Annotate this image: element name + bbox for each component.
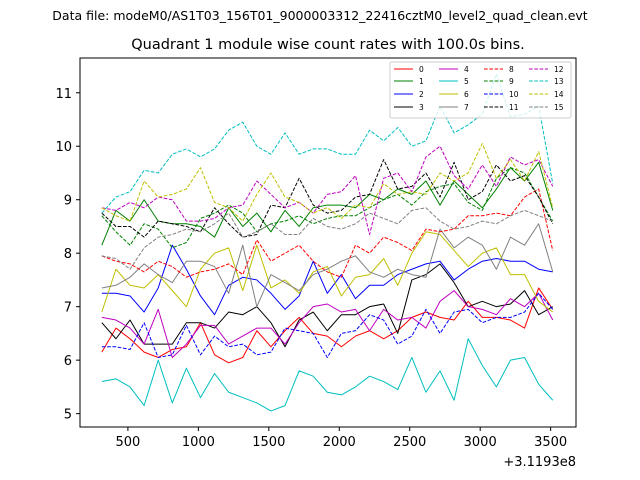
legend-label-9: 9 bbox=[509, 77, 514, 86]
series-line-3 bbox=[101, 263, 553, 348]
legend-box bbox=[389, 61, 572, 119]
suptitle: Data file: modeM0/AS1T03_156T01_90000033… bbox=[52, 8, 587, 23]
y-tick-label: 9 bbox=[64, 194, 72, 209]
series-line-2 bbox=[101, 244, 553, 316]
x-tick-label: 3500 bbox=[534, 435, 567, 450]
series-line-1 bbox=[101, 161, 554, 246]
y-tick-label: 6 bbox=[64, 354, 72, 369]
legend-label-12: 12 bbox=[554, 65, 564, 74]
axes-frame bbox=[79, 57, 577, 428]
legend-label-5: 5 bbox=[464, 77, 469, 86]
legend-label-6: 6 bbox=[464, 90, 469, 99]
series-line-0 bbox=[101, 287, 554, 364]
legend-label-2: 2 bbox=[419, 90, 424, 99]
series-line-14 bbox=[101, 143, 554, 222]
legend-label-3: 3 bbox=[419, 103, 424, 112]
y-tick-label: 10 bbox=[55, 140, 72, 155]
series-line-4 bbox=[101, 290, 554, 358]
legend-label-10: 10 bbox=[509, 90, 519, 99]
series-line-8 bbox=[101, 188, 554, 278]
x-tick-label: 1000 bbox=[182, 435, 215, 450]
x-tick-label: 2000 bbox=[323, 435, 356, 450]
x-tick-label: 2500 bbox=[393, 435, 426, 450]
series-line-6 bbox=[101, 231, 554, 313]
series-line-15 bbox=[101, 207, 553, 270]
legend-label-0: 0 bbox=[419, 65, 424, 74]
chart-title: Quadrant 1 module wise count rates with … bbox=[131, 37, 525, 53]
x-tick-label: 1500 bbox=[252, 435, 285, 450]
series-line-9 bbox=[101, 167, 554, 249]
legend-label-1: 1 bbox=[419, 77, 424, 86]
legend-label-14: 14 bbox=[554, 90, 564, 99]
legend-label-15: 15 bbox=[554, 103, 564, 112]
series-line-12 bbox=[101, 145, 554, 235]
x-offset-label: +3.1193e8 bbox=[503, 455, 576, 470]
x-tick-label: 500 bbox=[115, 435, 140, 450]
series-line-11 bbox=[101, 159, 554, 238]
y-tick-label: 11 bbox=[55, 87, 72, 102]
series-line-10 bbox=[101, 292, 554, 358]
y-tick-label: 7 bbox=[64, 301, 72, 316]
x-tick-label: 3000 bbox=[464, 435, 497, 450]
axes: 500 1000 1500 2000 2500 3000 3500 5 6 7 8 9 10 11 bbox=[55, 87, 567, 450]
legend-label-8: 8 bbox=[509, 65, 514, 74]
legend-label-7: 7 bbox=[464, 103, 469, 112]
legend-label-11: 11 bbox=[509, 103, 519, 112]
plot-area bbox=[101, 73, 554, 412]
y-tick-label: 8 bbox=[64, 247, 72, 262]
series-line-5 bbox=[101, 338, 554, 412]
y-tick-label: 5 bbox=[64, 408, 72, 423]
legend-label-4: 4 bbox=[464, 65, 469, 74]
legend-label-13: 13 bbox=[554, 77, 564, 86]
series-line-7 bbox=[101, 223, 554, 308]
